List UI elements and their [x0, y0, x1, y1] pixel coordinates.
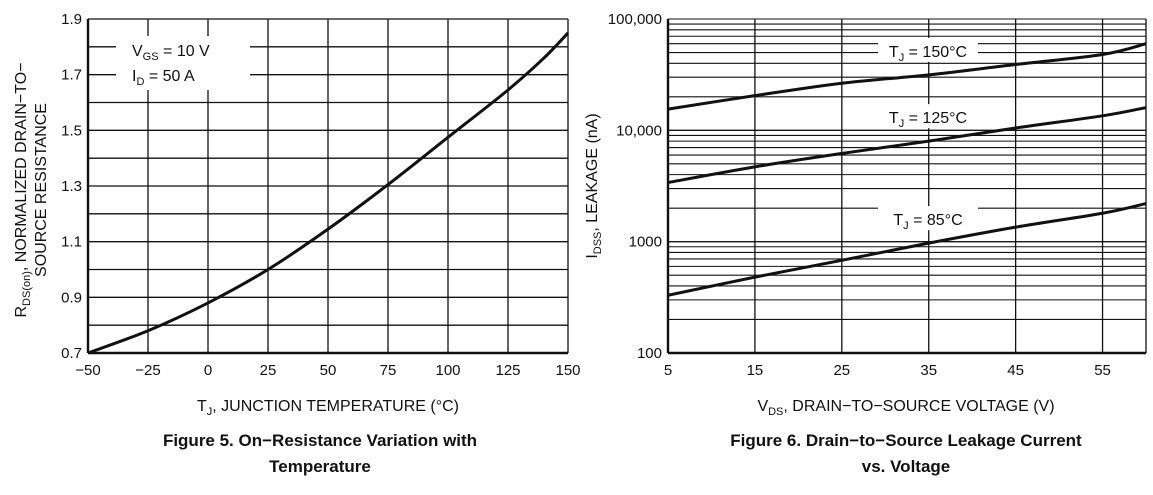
- series-line: [667, 202, 1147, 297]
- tick-labels: −50 −25 0 25 50 75 100 125 150 0.7 0.9 1.1 1.3 1.5 1.7…: [61, 11, 580, 379]
- series-lines: [667, 42, 1147, 297]
- x-tick-label: 25: [833, 362, 850, 379]
- x-tick-label: 15: [747, 362, 764, 379]
- series-label-rest: = 85°C: [909, 212, 963, 229]
- series-label-rest: = 150°C: [904, 44, 967, 61]
- y-tick-label: 1.3: [61, 178, 82, 195]
- y-tick-label: 1.7: [61, 67, 82, 84]
- x-tick-label: 0: [204, 362, 212, 379]
- x-tick-label: −50: [75, 362, 100, 379]
- series-label-background: [878, 104, 978, 129]
- x-tick-label: 55: [1094, 362, 1111, 379]
- x-tick-label: 150: [555, 362, 580, 379]
- x-axis-label: TJ, JUNCTION TEMPERATURE (°C): [197, 398, 459, 418]
- series-label: TJ = 125°C: [889, 110, 967, 130]
- y-tick-label: 1.9: [61, 11, 82, 28]
- y-axis-label-line2: SOURCE RESISTANCE: [33, 103, 50, 277]
- series-label-background: [878, 206, 978, 231]
- series-label-main: T: [889, 110, 899, 127]
- y-tick-label: 1.1: [61, 234, 82, 251]
- x-tick-label: 75: [380, 362, 397, 379]
- series-line: [667, 106, 1147, 184]
- grid: [666, 18, 1147, 355]
- series-lines: [87, 31, 570, 355]
- annotation-background: [116, 36, 250, 90]
- series-line: [87, 31, 570, 355]
- x-axis-label: VDS, DRAIN−TO−SOURCE VOLTAGE (V): [757, 398, 1054, 418]
- x-tick-label: 35: [920, 362, 937, 379]
- x-tick-label: 100: [435, 362, 460, 379]
- series-label-main: T: [889, 44, 899, 61]
- series-label-sub: J: [899, 52, 905, 64]
- figure-6-caption-line2: vs. Voltage: [862, 457, 951, 476]
- y-tick-label: 0.9: [61, 289, 82, 306]
- annotation-vgs: VGS = 10 V: [132, 43, 210, 63]
- y-axis-label-line1: RDS(on), NORMALIZED DRAIN−TO−: [13, 62, 33, 317]
- series-label: TJ = 150°C: [889, 44, 967, 64]
- series-label-main: T: [893, 212, 903, 229]
- y-axis-label: IDSS, LEAKAGE (nA): [584, 113, 604, 258]
- y-tick-label: 1.5: [61, 122, 82, 139]
- annotation-id: ID = 50 A: [132, 68, 195, 88]
- y-tick-label: 1000: [629, 234, 662, 251]
- y-tick-label: 10,000: [616, 122, 662, 139]
- y-tick-label: 100,000: [608, 11, 662, 28]
- x-tick-label: 125: [495, 362, 520, 379]
- grid: [86, 18, 569, 355]
- x-tick-label: 25: [260, 362, 277, 379]
- x-tick-label: 50: [320, 362, 337, 379]
- tick-labels: 5 15 25 35 45 55 100 1000 10,000 100,000: [608, 11, 1111, 379]
- series-label: TJ = 85°C: [893, 212, 962, 232]
- figure-5-caption-line1: Figure 5. On−Resistance Variation with: [163, 431, 477, 450]
- series-line: [667, 42, 1147, 111]
- figure-5-caption-line2: Temperature: [269, 457, 371, 476]
- y-tick-label: 0.7: [61, 345, 82, 362]
- x-tick-label: 5: [664, 362, 672, 379]
- x-tick-label: −25: [135, 362, 160, 379]
- x-tick-label: 45: [1007, 362, 1024, 379]
- series-label-sub: J: [903, 220, 909, 232]
- series-label-rest: = 125°C: [904, 110, 967, 127]
- figure-6-caption-line1: Figure 6. Drain−to−Source Leakage Curren…: [730, 431, 1082, 450]
- series-label-background: [878, 37, 978, 62]
- y-tick-label: 100: [637, 345, 662, 362]
- series-labels: TJ = 150°CTJ = 125°CTJ = 85°C: [878, 37, 978, 232]
- series-label-sub: J: [899, 118, 905, 130]
- chart-on-resistance: −50 −25 0 25 50 75 100 125 150 0.7 0.9 1.1 1.3 1.5 1.7…: [13, 11, 581, 476]
